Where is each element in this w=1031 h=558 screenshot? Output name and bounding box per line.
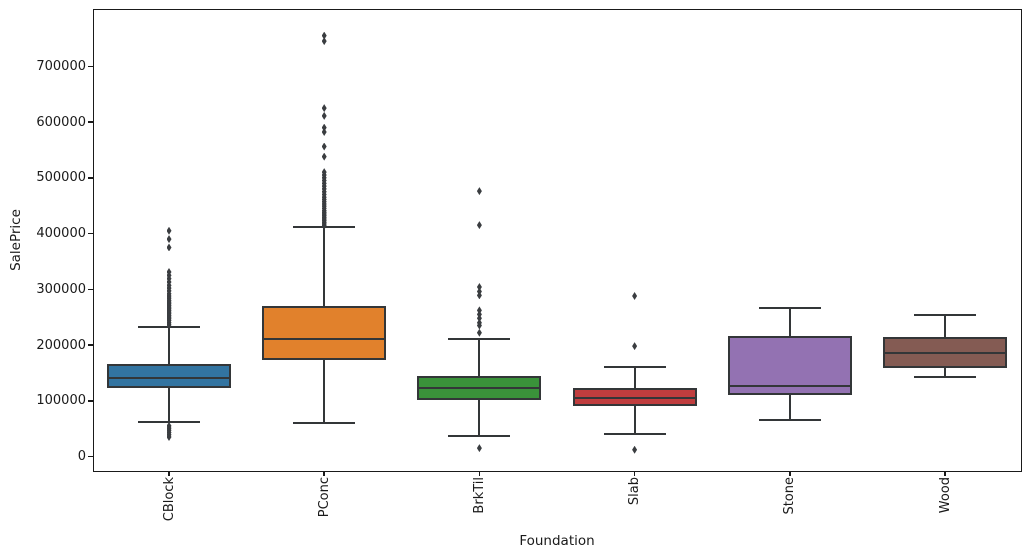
outlier-point: [321, 31, 327, 40]
lower-whisker: [323, 360, 326, 424]
median-line: [107, 377, 231, 380]
lower-whisker-cap: [448, 435, 511, 438]
outlier-point: [476, 283, 482, 292]
y-axis-label: SalePrice: [8, 209, 24, 271]
x-tick-label: Slab: [627, 477, 643, 506]
median-line: [262, 338, 387, 341]
upper-whisker: [633, 366, 636, 389]
lower-whisker-cap: [758, 419, 821, 422]
box-group-pconc: [94, 10, 1021, 471]
lower-whisker: [944, 367, 946, 377]
upper-whisker: [944, 315, 946, 337]
outlier-point: [476, 306, 482, 315]
lower-whisker-cap: [914, 375, 976, 378]
outlier-point: [632, 291, 638, 300]
x-tick-mark: [323, 472, 325, 476]
outlier-point: [476, 328, 482, 337]
y-tick-label: 600000: [36, 114, 86, 130]
lower-whisker-cap: [293, 422, 356, 425]
upper-whisker: [478, 339, 481, 376]
y-tick-mark: [88, 65, 93, 67]
box-group-brktil: [94, 10, 1021, 471]
upper-whisker: [323, 226, 326, 306]
x-tick-label: CBlock: [161, 477, 177, 522]
lower-whisker-cap: [603, 433, 666, 436]
box-group-wood: [94, 10, 1021, 471]
y-tick-label: 100000: [36, 393, 86, 409]
outlier-point: [166, 267, 172, 276]
outlier-point: [476, 287, 482, 296]
lower-whisker: [788, 395, 791, 421]
outlier-point: [321, 128, 327, 137]
median-line: [727, 384, 852, 387]
box-group-cblock: [94, 10, 1021, 471]
outlier-point: [476, 221, 482, 230]
lower-whisker: [478, 400, 481, 437]
y-tick-mark: [88, 121, 93, 123]
median-line: [417, 387, 542, 390]
box-group-slab: [94, 10, 1021, 471]
outlier-point: [321, 168, 327, 177]
x-tick-label: Wood: [937, 477, 953, 514]
plot-area: [93, 9, 1022, 472]
upper-whisker-cap: [914, 314, 976, 317]
y-tick-mark: [88, 400, 93, 402]
outlier-point: [321, 152, 327, 161]
y-tick-mark: [88, 344, 93, 346]
outlier-point: [632, 445, 638, 454]
x-axis-label: Foundation: [519, 533, 595, 549]
outlier-point: [166, 235, 172, 244]
outlier-point: [321, 142, 327, 151]
upper-whisker: [788, 307, 791, 337]
x-tick-mark: [944, 472, 946, 476]
outlier-point: [476, 444, 482, 453]
outlier-point: [166, 226, 172, 235]
y-tick-label: 200000: [36, 337, 86, 353]
y-tick-mark: [88, 455, 93, 458]
y-tick-mark: [88, 177, 93, 179]
y-tick-label: 400000: [36, 226, 86, 241]
median-line: [572, 396, 697, 399]
y-tick-label: 300000: [36, 281, 86, 297]
upper-whisker: [168, 327, 170, 364]
x-tick-mark: [168, 472, 170, 476]
iqr-box: [262, 305, 387, 361]
upper-whisker-cap: [448, 338, 511, 341]
outlier-point: [476, 187, 482, 196]
outlier-point: [321, 111, 327, 120]
upper-whisker-cap: [758, 306, 821, 309]
y-tick-mark: [88, 232, 93, 235]
x-tick-label: PConc: [316, 477, 332, 518]
x-tick-mark: [633, 472, 636, 476]
outlier-point: [632, 342, 638, 351]
outlier-point: [321, 37, 327, 46]
iqr-box: [107, 363, 231, 388]
y-tick-mark: [88, 288, 93, 290]
x-tick-label: Stone: [782, 477, 798, 515]
y-tick-label: 700000: [36, 58, 86, 74]
y-tick-label: 0: [77, 449, 86, 464]
outlier-point: [321, 104, 327, 113]
x-tick-label: BrkTil: [471, 477, 487, 514]
y-tick-label: 500000: [36, 170, 86, 186]
median-line: [883, 351, 1007, 354]
lower-whisker: [633, 406, 636, 435]
x-tick-mark: [789, 472, 791, 476]
outlier-point: [321, 123, 327, 132]
outlier-point: [166, 421, 172, 430]
x-tick-mark: [478, 472, 481, 476]
lower-whisker: [168, 387, 170, 422]
outlier-point: [166, 243, 172, 252]
box-group-stone: [94, 10, 1021, 471]
outlier-point: [476, 318, 482, 327]
upper-whisker-cap: [603, 365, 666, 368]
